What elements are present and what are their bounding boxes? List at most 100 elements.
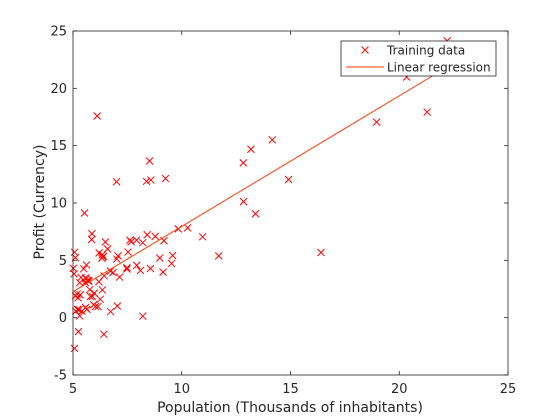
data-point [99,252,108,261]
data-point-stroke [75,278,84,287]
data-point-stroke [284,175,293,184]
data-point-stroke [239,197,248,206]
data-point-stroke [77,273,85,282]
data-point [112,255,121,263]
data-point-stroke [146,264,155,273]
data-point [198,232,207,241]
data-point-stroke [317,248,325,257]
y-tick-label: 20 [50,82,67,97]
data-point-stroke [147,176,155,184]
data-point-stroke [94,302,102,311]
data-point-stroke [82,261,91,269]
data-point-stroke [70,248,79,257]
data-point-stroke [113,302,122,310]
data-point-stroke [145,157,154,165]
data-point-stroke [136,266,145,275]
data-point [151,232,160,241]
legend-marker-stroke [361,46,369,54]
data-point [75,305,83,314]
data-point-stroke [73,305,82,314]
data-point [101,238,110,246]
axes: 5 10 15 20 25 -5 0 5 10 15 20 25 [50,25,516,398]
data-point-stroke [161,174,170,183]
data-point [183,224,192,232]
data-point-stroke [93,112,101,120]
data-point [145,157,154,165]
data-point [112,177,121,186]
data-point [317,248,325,257]
data-point-stroke [91,302,100,311]
data-point-stroke [198,232,207,241]
data-point [113,302,122,310]
data-point [138,312,147,321]
y-tick-label: 0 [59,311,67,326]
x-tick-label: 20 [391,382,408,397]
data-point [147,176,155,184]
data-point-stroke [85,285,94,294]
data-point [136,266,145,275]
data-point-stroke [88,229,96,238]
data-point-stroke [87,235,96,244]
data-point [96,295,105,304]
data-point [81,274,90,282]
data-point [167,259,176,268]
data-point-stroke [79,264,88,273]
data-point-stroke [239,159,248,167]
data-point [82,261,91,269]
data-point [75,278,84,287]
data-point-stroke [106,307,115,316]
data-point [94,302,102,311]
data-point-stroke [75,305,83,314]
data-point [247,145,255,154]
data-point-stroke [95,277,103,286]
y-tick-label: 5 [59,254,67,269]
data-point [73,305,82,314]
plot-area [69,36,451,353]
data-point [251,209,260,218]
legend-label: Linear regression [387,61,491,75]
data-point-stroke [132,236,141,245]
data-point-stroke [106,267,115,275]
x-tick-label: 25 [500,382,517,397]
data-point-stroke [74,293,82,302]
data-point [239,159,248,167]
data-point [95,249,103,257]
data-point-stroke [142,177,151,186]
data-point-stroke [81,303,90,312]
data-point-stroke [143,230,152,239]
data-point-stroke [96,295,105,304]
data-point [80,209,89,217]
y-tick-label: 15 [50,139,67,154]
regression-line [73,66,448,292]
x-tick-label: 5 [69,382,77,397]
data-point [123,263,131,272]
data-point [143,230,152,239]
data-point-stroke [247,145,255,154]
legend-item: Linear regression [346,61,491,75]
y-tick-label: -5 [54,369,67,384]
data-point-stroke [99,252,108,261]
data-point [124,248,132,256]
data-point [88,229,96,238]
data-point-stroke [70,344,79,353]
data-point-stroke [73,290,81,298]
data-point-stroke [155,254,164,262]
data-point-stroke [86,292,95,301]
data-point-stroke [75,311,84,320]
data-point [87,235,96,244]
data-point-stroke [168,251,177,260]
data-point-stroke [101,238,110,246]
data-point [91,302,100,311]
legend-item: Training data [361,44,465,58]
data-point [100,271,108,280]
data-point-stroke [167,259,176,268]
data-point-stroke [214,252,223,260]
data-point-stroke [151,232,160,241]
data-point-stroke [183,224,192,232]
data-point-stroke [98,286,107,294]
data-point-stroke [160,236,168,245]
legend-box [340,40,497,77]
series-training-data [69,36,451,353]
data-point [138,238,147,247]
x-tick-label: 15 [282,382,299,397]
